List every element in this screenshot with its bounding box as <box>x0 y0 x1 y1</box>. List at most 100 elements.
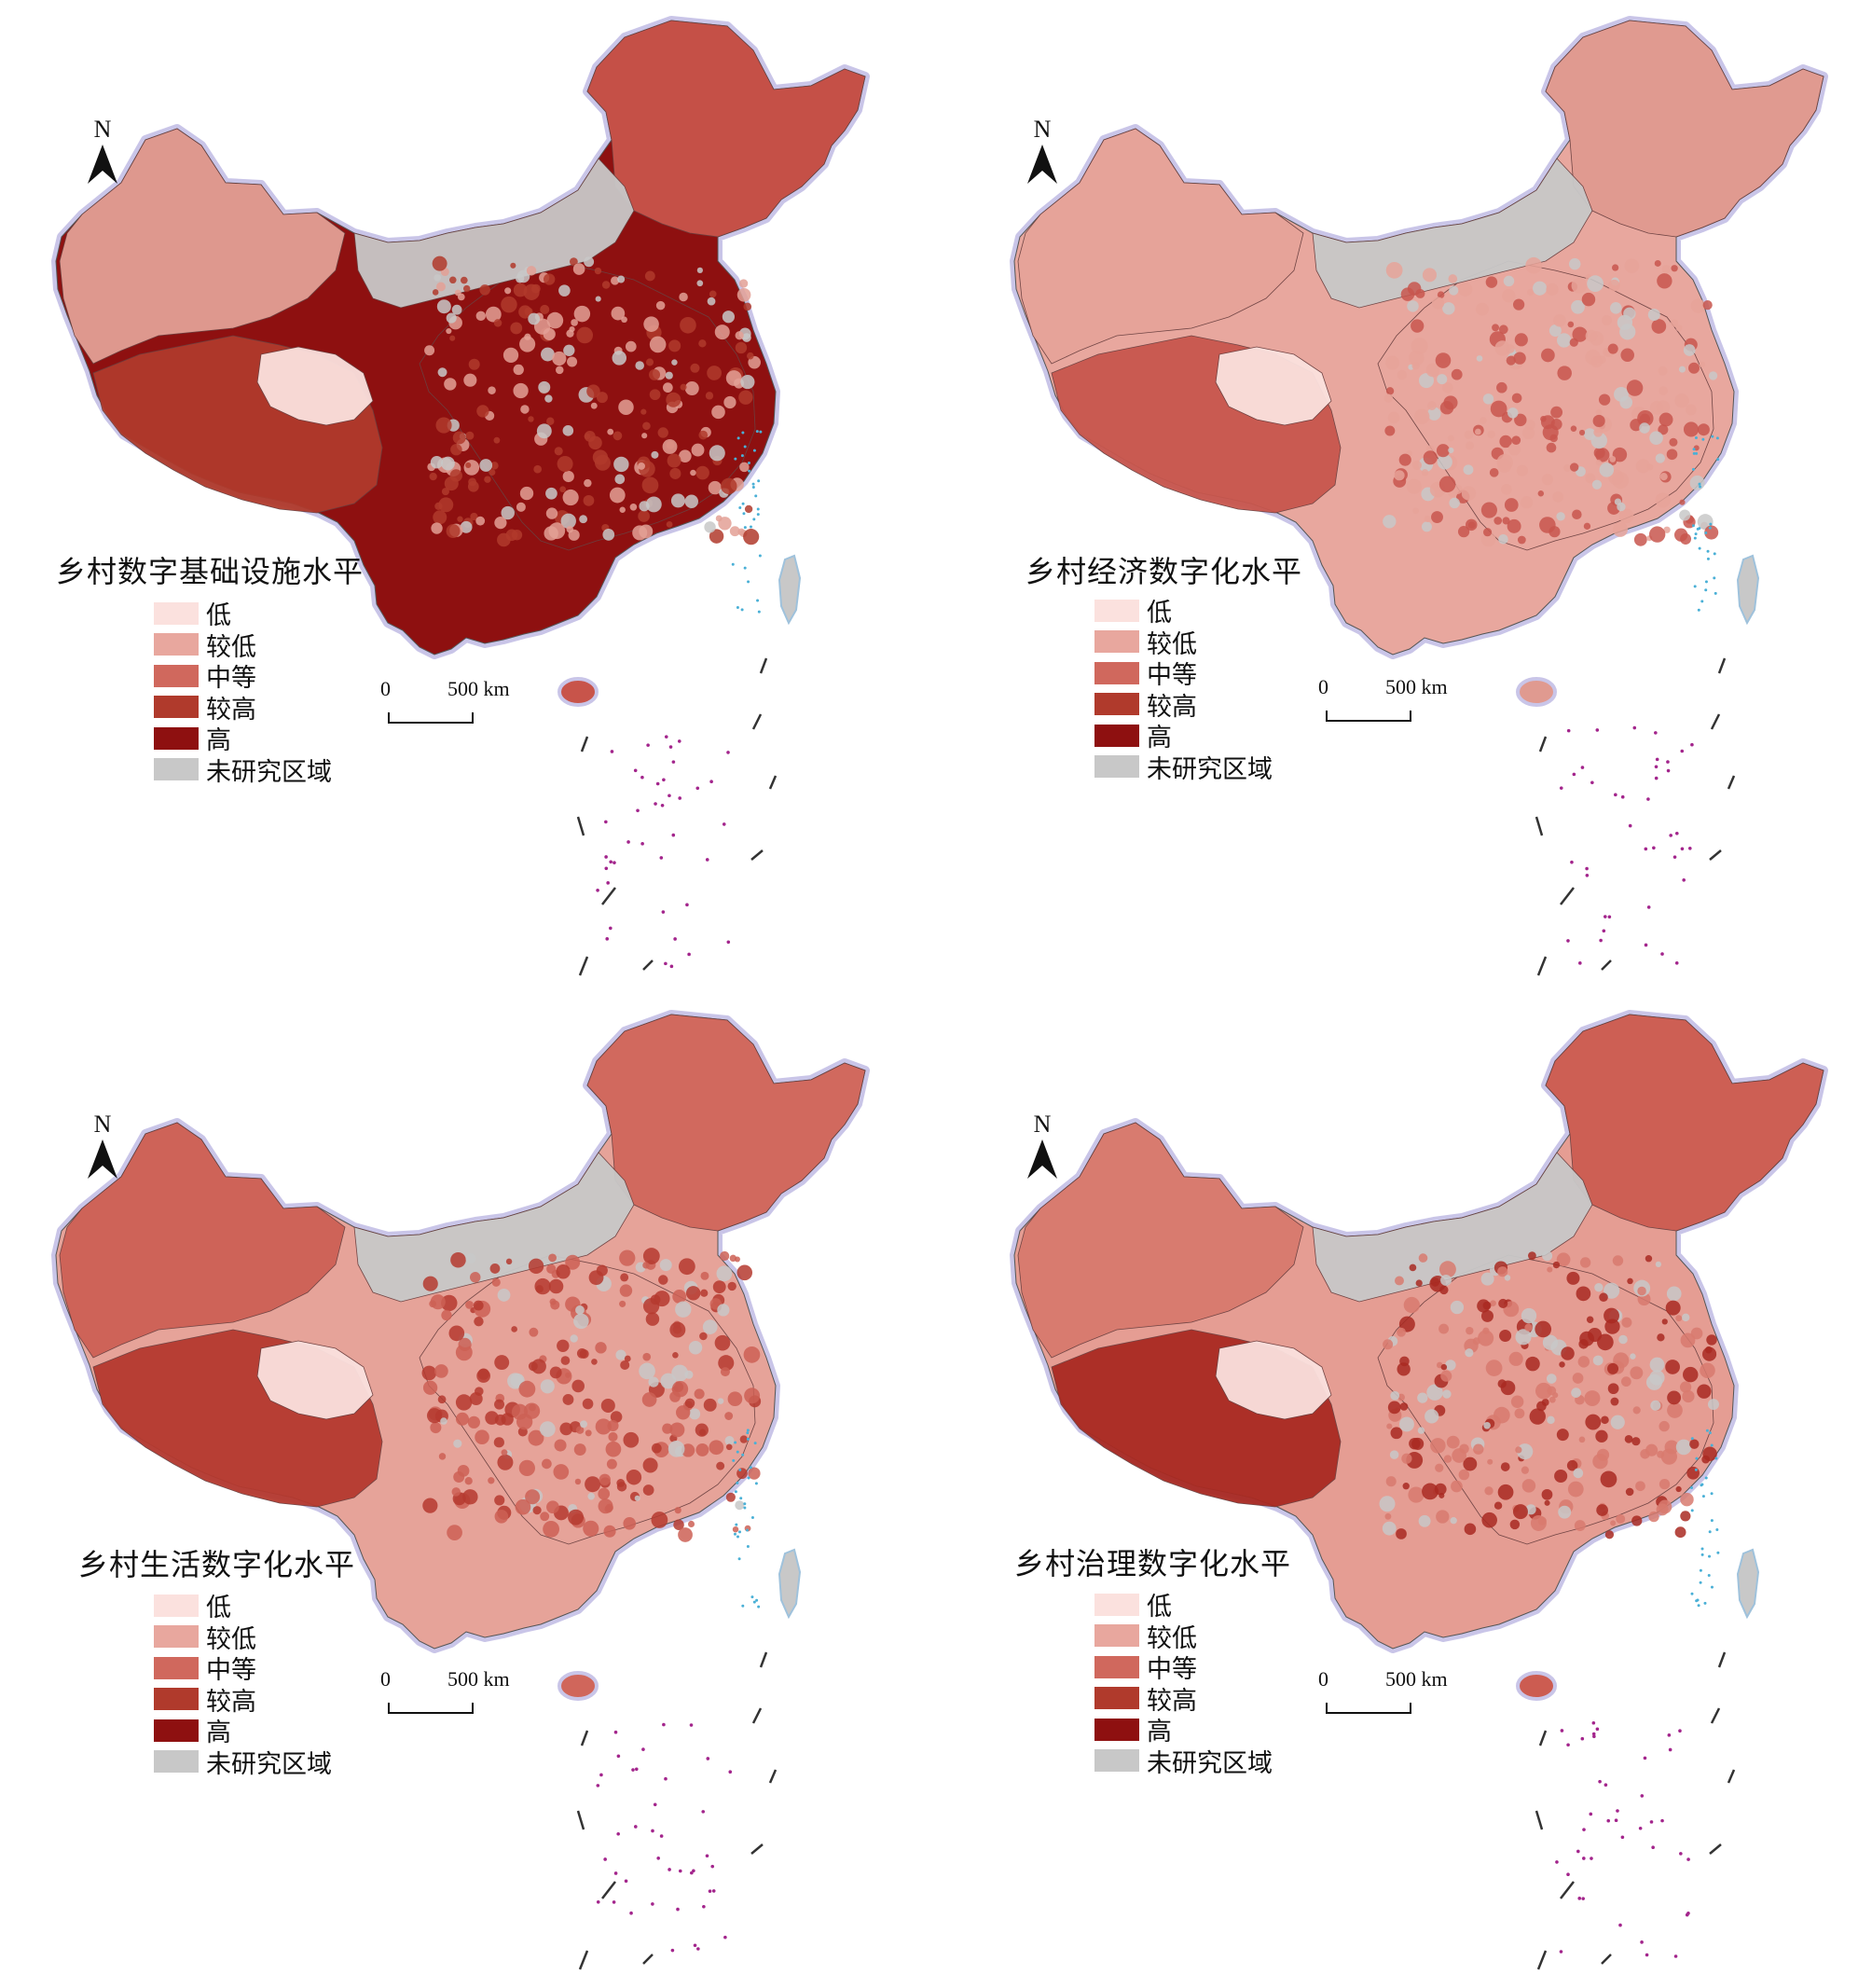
north-arrow-icon <box>1027 1139 1057 1179</box>
map-title: 乡村数字基础设施水平 <box>56 554 365 589</box>
scale-zero-label: 0 <box>380 677 391 700</box>
hainan-island <box>1516 1671 1557 1701</box>
legend-swatch <box>1094 1718 1139 1741</box>
legend-label: 较高 <box>206 695 256 725</box>
legend-swatch <box>154 1594 199 1617</box>
choropleth-map <box>51 1010 870 1970</box>
legend-item: 低 <box>154 598 332 631</box>
north-label: N <box>93 116 112 143</box>
north-label: N <box>93 1111 112 1138</box>
legend-label: 高 <box>1147 1718 1172 1747</box>
legend-swatch <box>154 1656 199 1679</box>
legend-item: 较高 <box>1094 689 1273 722</box>
legend-swatch <box>1094 630 1139 654</box>
legend-swatch <box>1094 1749 1139 1773</box>
legend-swatch <box>154 633 199 656</box>
legend-label: 较低 <box>1147 629 1197 659</box>
legend-label: 较低 <box>206 632 256 662</box>
legend-item: 较低 <box>1094 1621 1273 1653</box>
scale-bar: 0 500 km <box>1318 1667 1448 1714</box>
legend-label: 低 <box>1147 599 1172 628</box>
north-arrow: N <box>84 1111 121 1184</box>
legend-swatch <box>1094 755 1139 779</box>
north-arrow: N <box>1024 117 1061 189</box>
south-china-sea-inset <box>576 430 778 976</box>
scale-distance-label: 500 km <box>447 677 510 700</box>
scale-zero-label: 0 <box>380 1667 391 1691</box>
legend-swatch <box>154 601 199 625</box>
region-4 <box>1215 1340 1332 1420</box>
county-mosaic <box>1379 1250 1719 1539</box>
legend-label: 较低 <box>206 1624 256 1654</box>
legend-item: 低 <box>154 1590 332 1622</box>
region-5 <box>1312 1152 1593 1303</box>
legend-swatch <box>154 696 199 719</box>
legend-item: 未研究区域 <box>154 754 332 787</box>
legend-label: 未研究区域 <box>206 757 332 787</box>
legend-label: 低 <box>206 1594 231 1623</box>
scale-bar-line <box>1326 711 1411 722</box>
region-3 <box>1017 1122 1304 1359</box>
legend: 低较低 中等 较高高未研究区域 <box>154 598 332 787</box>
legend-swatch <box>154 1719 199 1742</box>
scale-bar: 0 500 km <box>380 677 510 724</box>
legend-swatch <box>1094 1624 1139 1648</box>
legend-label: 中等 <box>1147 1655 1197 1685</box>
legend-swatch <box>1094 599 1139 622</box>
legend-item: 低 <box>1094 1589 1273 1622</box>
north-arrow-icon <box>1027 145 1057 184</box>
taiwan-island <box>778 554 802 626</box>
legend-swatch <box>1094 1593 1139 1616</box>
scale-zero-label: 0 <box>1318 675 1328 698</box>
legend-item: 较低 <box>154 629 332 662</box>
legend: 低较低 中等 较高高未研究区域 <box>1094 595 1273 784</box>
legend-label: 中等 <box>206 664 256 694</box>
region-2 <box>586 20 866 238</box>
legend-item: 高 <box>154 1715 332 1748</box>
south-china-sea-inset <box>1535 1429 1736 1970</box>
map-panel-3: N 乡村生活数字化水平 低较低 中等 较高高未研究区域 0 500 km <box>0 994 936 1988</box>
legend-label: 未研究区域 <box>206 1749 332 1779</box>
scale-bar-line <box>388 1703 474 1714</box>
north-arrow-icon <box>88 145 117 184</box>
legend-swatch <box>154 1625 199 1649</box>
legend-item: 高 <box>1094 720 1273 752</box>
map-panel-2: N 乡村经济数字化水平 低较低 中等 较高高未研究区域 0 500 km <box>936 0 1872 994</box>
scale-distance-label: 500 km <box>1385 675 1448 698</box>
map-title: 乡村治理数字化水平 <box>1014 1546 1292 1581</box>
choropleth-map <box>1010 1010 1828 1970</box>
legend-item: 较高 <box>154 1684 332 1717</box>
county-mosaic <box>424 255 761 547</box>
legend-label: 高 <box>206 1719 231 1748</box>
legend-item: 较高 <box>154 692 332 725</box>
region-3 <box>1017 128 1304 365</box>
legend-swatch <box>154 726 199 750</box>
region-5 <box>353 1152 635 1303</box>
county-mosaic <box>1383 256 1719 547</box>
map-title: 乡村生活数字化水平 <box>78 1547 356 1582</box>
legend-item: 未研究区域 <box>154 1746 332 1779</box>
south-china-sea-inset <box>1535 435 1736 976</box>
legend-label: 高 <box>206 726 231 756</box>
scale-zero-label: 0 <box>1318 1667 1328 1691</box>
taiwan-island <box>1736 554 1760 626</box>
legend-label: 低 <box>206 601 231 631</box>
scale-bar-line <box>1326 1703 1411 1714</box>
south-china-sea-inset <box>576 1429 778 1970</box>
legend-item: 较低 <box>154 1622 332 1654</box>
region-2 <box>1545 1014 1824 1232</box>
legend-label: 中等 <box>206 1656 256 1686</box>
legend-item: 中等 <box>1094 1651 1273 1685</box>
region-5 <box>1312 158 1593 309</box>
region-4 <box>1215 346 1332 426</box>
north-arrow: N <box>1024 1111 1061 1184</box>
legend-item: 较高 <box>1094 1683 1273 1716</box>
hainan-island <box>1516 677 1557 707</box>
choropleth-map <box>1010 16 1828 976</box>
region-4 <box>256 346 374 426</box>
legend-swatch <box>1094 1655 1139 1678</box>
legend-swatch <box>154 664 199 687</box>
legend-item: 高 <box>154 723 332 756</box>
legend-label: 较高 <box>206 1687 256 1717</box>
region-3 <box>59 1122 346 1359</box>
